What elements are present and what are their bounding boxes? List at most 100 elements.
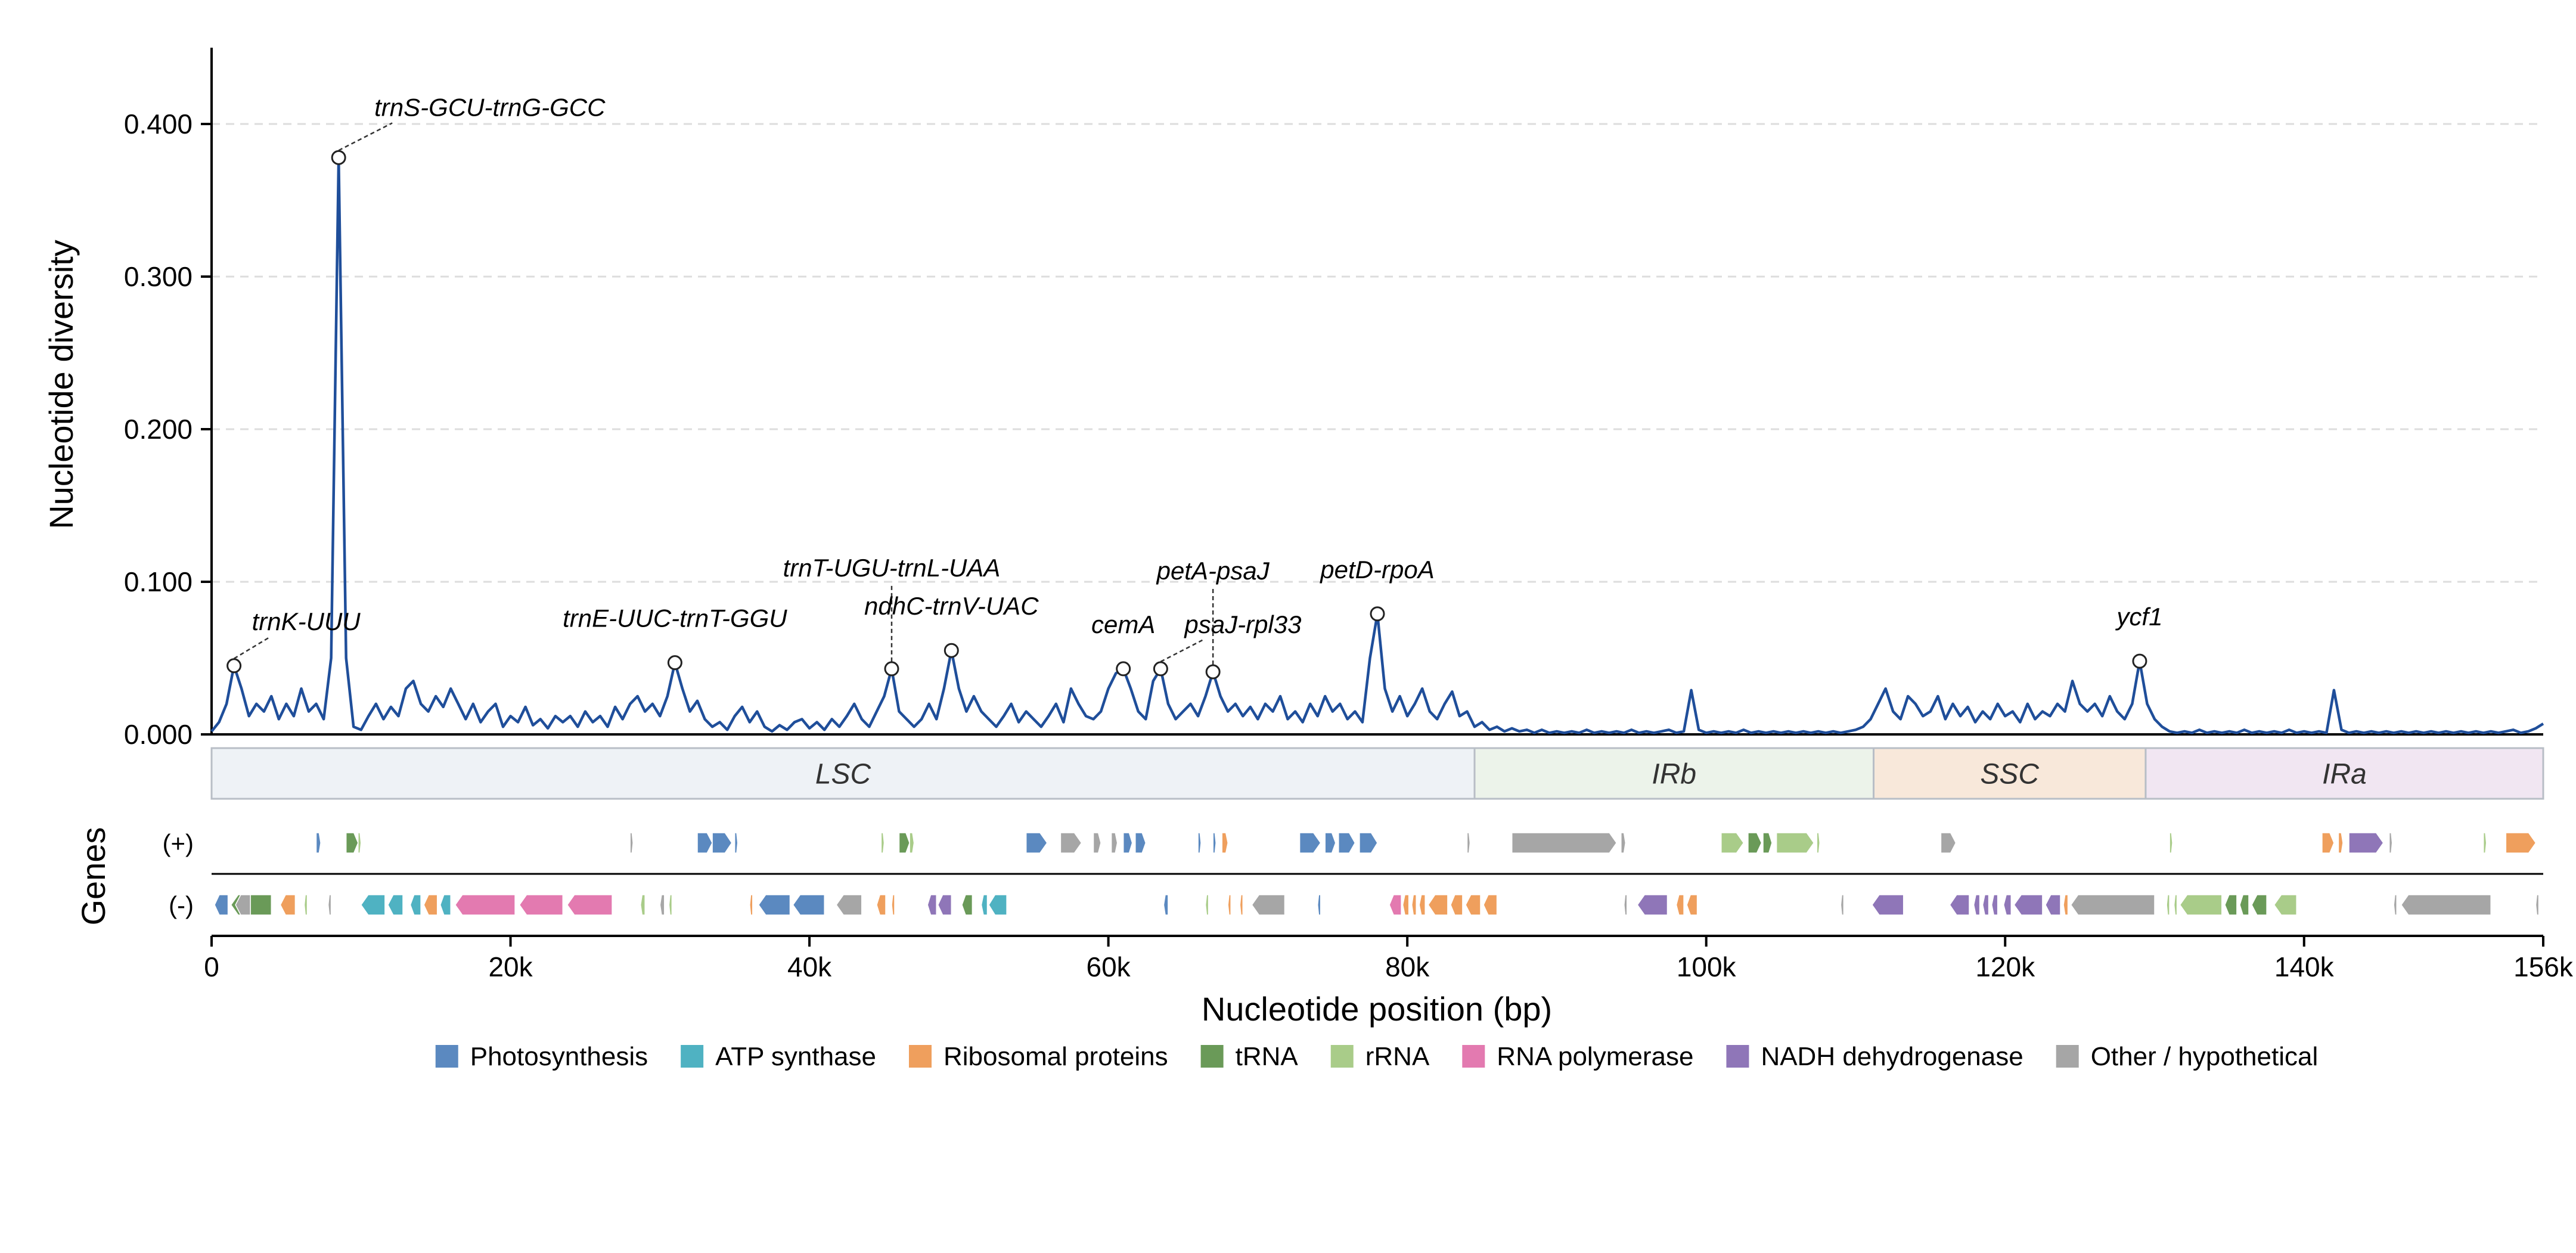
gene-arrow	[1748, 832, 1762, 854]
region-label: SSC	[1980, 759, 2039, 790]
gene-arrow	[2388, 832, 2393, 854]
gene-arrow	[2273, 894, 2297, 916]
region-box	[2144, 747, 2544, 800]
legend-swatch	[435, 1045, 458, 1068]
y-gridlines	[212, 123, 2543, 583]
gene-arrow	[758, 894, 791, 916]
gene-arrow	[566, 894, 613, 916]
gene-arrow	[1389, 894, 1402, 916]
gene-arrow	[2063, 894, 2069, 916]
peak-label: petD-rpoA	[1319, 556, 1434, 584]
gene-arrow	[2251, 894, 2267, 916]
region-box	[1873, 747, 2147, 800]
gene-arrow	[1776, 832, 1815, 854]
peak-label: petA-psaJ	[1156, 557, 1270, 585]
gene-arrow	[1197, 832, 1202, 854]
x-tick-label: 120k	[1975, 951, 2035, 982]
peak-label: psaJ-rpl33	[1183, 610, 1301, 638]
gene-arrow	[1840, 894, 1845, 916]
peak-label: ndhC-trnV-UAC	[864, 592, 1039, 620]
gene-arrow	[1411, 894, 1417, 916]
gene-arrow	[2003, 894, 2012, 916]
gene-arrow	[1221, 832, 1228, 854]
x-tick-label: 156k	[2513, 951, 2574, 982]
gene-arrow	[1227, 894, 1231, 916]
region-label: IRb	[1652, 759, 1696, 790]
peak-label: trnE-UUC-trnT-GGU	[563, 604, 787, 632]
y-tick-label: 0.000	[124, 719, 193, 750]
region-label: LSC	[815, 759, 871, 790]
gene-arrow	[2179, 894, 2223, 916]
legend-label: RNA polymerase	[1497, 1042, 1693, 1071]
gene-arrow	[2224, 894, 2237, 916]
x-tick-label: 100k	[1677, 951, 1737, 982]
gene-arrow	[1675, 894, 1684, 916]
legend-swatch	[1330, 1045, 1354, 1068]
x-tick-label: 0	[204, 951, 219, 982]
annotation-leader	[1160, 639, 1203, 663]
gene-arrow	[2505, 832, 2537, 854]
gene-arrow	[2535, 894, 2540, 916]
gene-arrow	[280, 894, 296, 916]
gene-arrow	[519, 894, 564, 916]
y-tick-label: 0.300	[124, 261, 193, 292]
peak-marker	[944, 643, 959, 658]
gene-arrow	[1135, 832, 1147, 854]
peak-label: trnK-UUU	[252, 607, 361, 635]
legend-swatch	[681, 1045, 704, 1068]
x-tick-label: 60k	[1087, 951, 1131, 982]
region-label: IRa	[2322, 759, 2367, 790]
gene-arrow	[697, 832, 713, 854]
gene-arrow	[2045, 894, 2061, 916]
gene-arrow	[1419, 894, 1426, 916]
gene-arrow	[1624, 894, 1628, 916]
gene-arrow	[1465, 894, 1481, 916]
gene-arrow	[1025, 832, 1048, 854]
gene-arrow	[876, 894, 886, 916]
gene-arrow	[235, 894, 251, 916]
legend-label: NADH dehydrogenase	[1761, 1042, 2023, 1071]
legend-label: tRNA	[1236, 1042, 1299, 1071]
gene-arrow	[1949, 894, 1970, 916]
gene-tracks: (+) (-)	[163, 829, 2540, 919]
legend-swatch	[1726, 1045, 1749, 1068]
peak-annotations: trnK-UUU trnS-GCU-trnG-GCC trnE-UUC-trnT-G…	[226, 93, 2162, 680]
x-tick-label: 40k	[787, 951, 832, 982]
gene-arrow	[214, 894, 229, 916]
gene-arrow	[2239, 894, 2249, 916]
gene-arrow	[1239, 894, 1244, 916]
gene-arrow	[1402, 894, 1410, 916]
strand-label: (+)	[163, 829, 194, 857]
gene-arrow	[1427, 894, 1448, 916]
gene-arrow	[712, 832, 733, 854]
x-tick-label: 140k	[2274, 951, 2335, 982]
gene-arrow	[668, 894, 673, 916]
gene-arrow	[1982, 894, 1990, 916]
y-tick-label: 0.400	[124, 108, 193, 139]
gene-arrow	[1317, 894, 1321, 916]
gene-arrow	[2393, 894, 2397, 916]
gene-arrow	[629, 832, 634, 854]
x-axis-title: Nucleotide position (bp)	[1202, 990, 1552, 1028]
gene-arrow	[387, 894, 404, 916]
gene-arrow	[836, 894, 862, 916]
peak-marker	[226, 658, 242, 674]
gene-arrow	[1212, 832, 1216, 854]
gene-arrow	[898, 832, 910, 854]
gene-arrow	[2070, 894, 2155, 916]
gene-arrow	[980, 894, 988, 916]
gene-arrow	[1110, 832, 1118, 854]
peak-marker	[2132, 653, 2147, 669]
gene-arrow	[749, 894, 753, 916]
gene-arrow	[659, 894, 665, 916]
y-tick-label: 0.100	[124, 566, 193, 597]
peak-label: cemA	[1091, 610, 1155, 638]
peak-marker	[1205, 664, 1221, 680]
gene-arrow	[315, 832, 321, 854]
gene-arrow	[927, 894, 937, 916]
gene-arrow	[2166, 894, 2170, 916]
gene-track-title: Genes	[75, 827, 112, 926]
gene-arrow	[1299, 832, 1321, 854]
gene-arrow	[1940, 832, 1957, 854]
